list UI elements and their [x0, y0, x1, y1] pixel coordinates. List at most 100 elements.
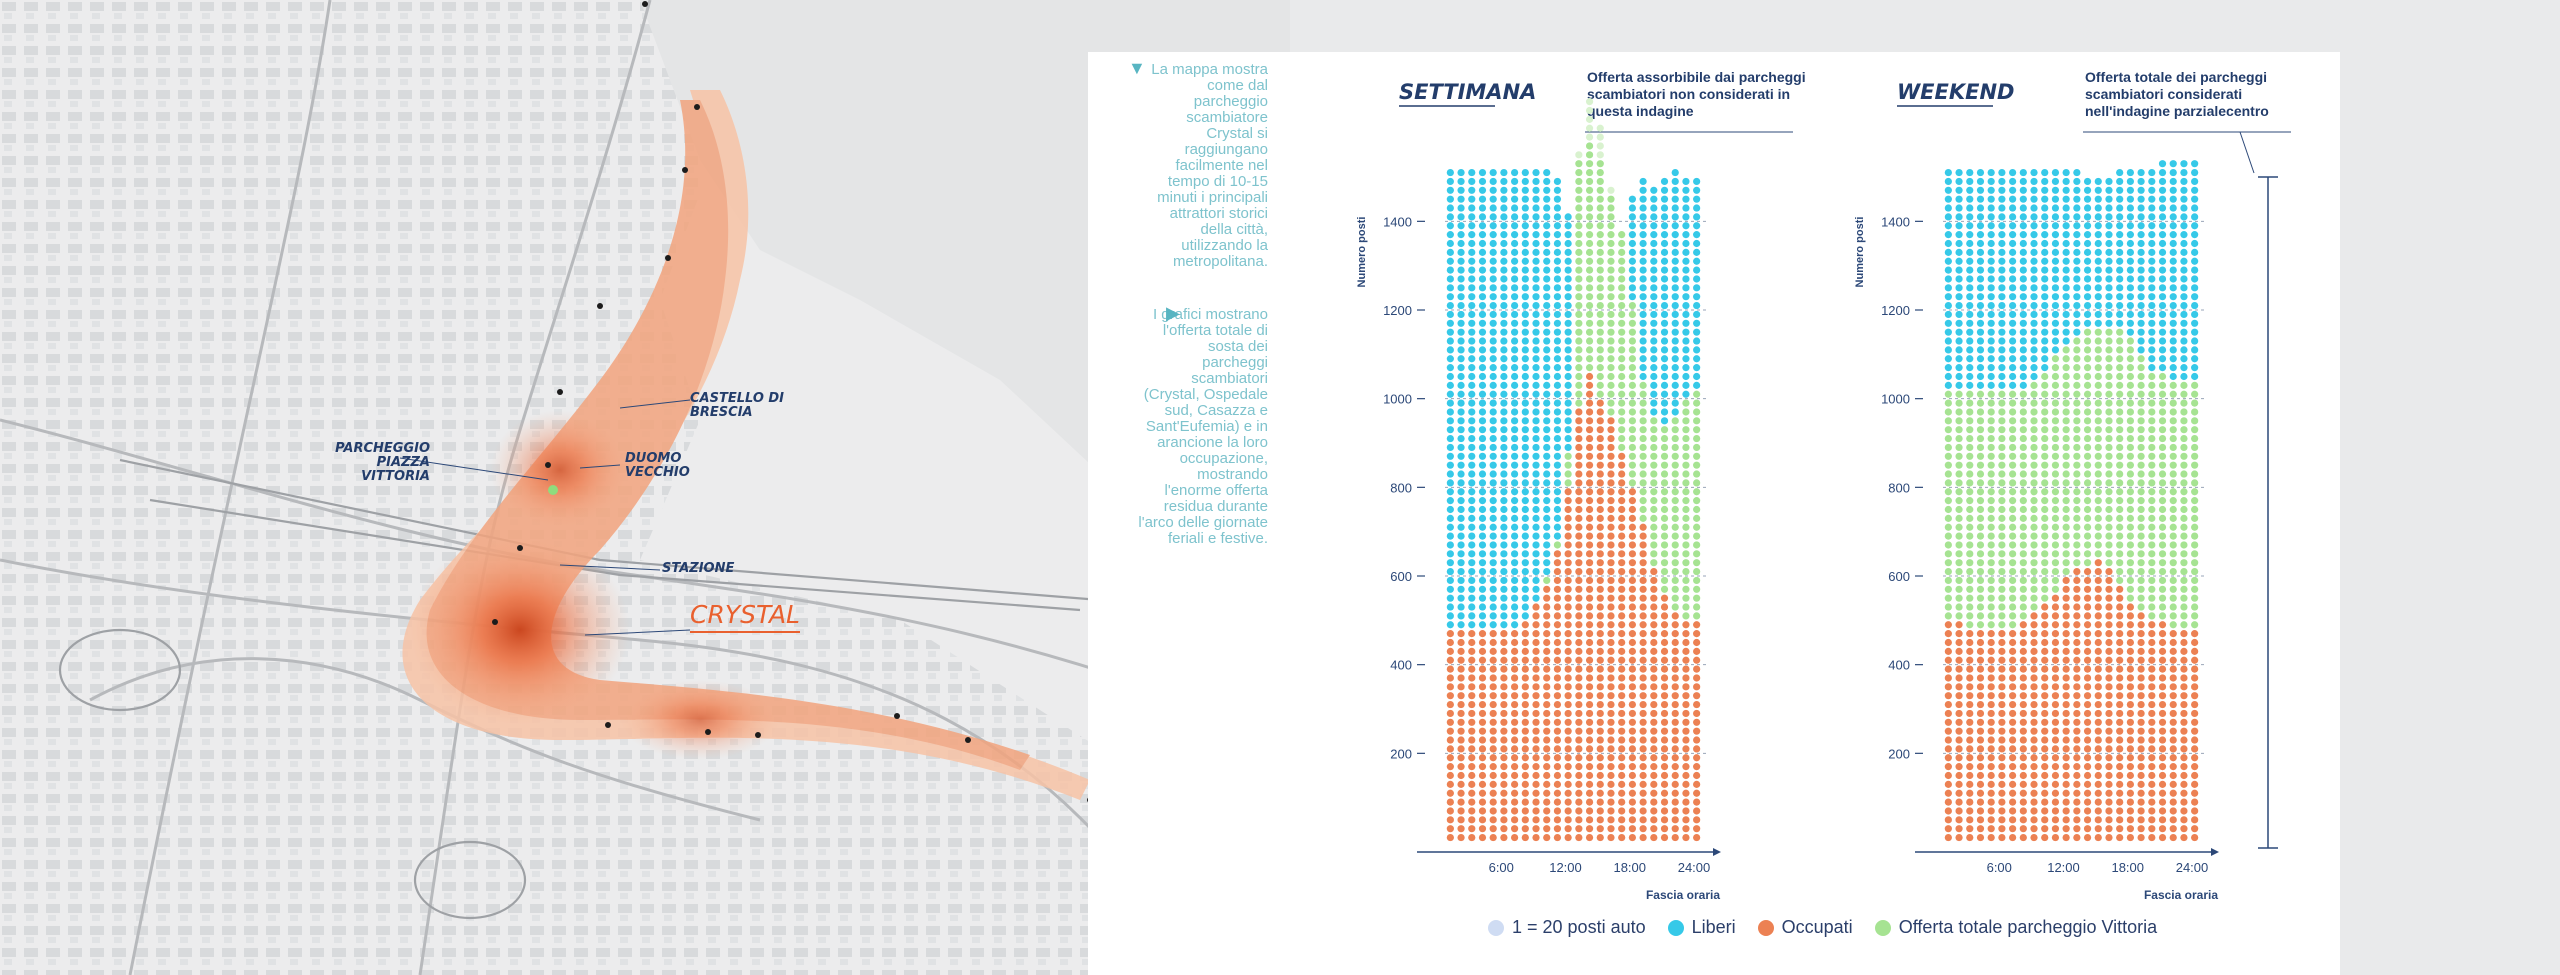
c1-dot-occupati [1944, 825, 1952, 833]
c0-dot-liberi [1478, 461, 1487, 469]
c0-dot-liberi [1650, 381, 1658, 389]
c1-dot-liberi [2051, 257, 2060, 265]
c0-dot-offerta-totale-parcheggio-vittoria [1596, 337, 1604, 345]
c1-dot-liberi [1955, 213, 1963, 221]
c0-dot-liberi [1553, 523, 1562, 531]
c0-dot-occupati [1650, 674, 1658, 682]
map-note-text: La mappa mostra come dal parcheggio scam… [1151, 61, 1268, 270]
c0-dot-offerta-totale-parcheggio-vittoria [1628, 310, 1636, 319]
c1-dot-liberi [2158, 337, 2167, 345]
c0-dot-occupati [1650, 621, 1658, 629]
c1-dot-occupati [2094, 736, 2102, 744]
c1-dot-liberi [2041, 293, 2049, 301]
c1-dot-occupati [2116, 745, 2124, 753]
c0-dot-offerta-totale-parcheggio-vittoria [1596, 310, 1604, 319]
c1-dot-offerta-totale-parcheggio-vittoria [1966, 399, 1974, 407]
c0-dot-occupati [1543, 709, 1551, 718]
c1-dot-offerta-totale-parcheggio-vittoria [2083, 408, 2092, 416]
c1-dot-offerta-totale-parcheggio-vittoria [2094, 550, 2102, 558]
c1-dot-occupati [2116, 594, 2124, 602]
c0-dot-offerta-totale-parcheggio-vittoria [1639, 399, 1647, 407]
c0-dot-liberi [1468, 523, 1476, 531]
c1-dot-offerta-totale-parcheggio-vittoria [2105, 328, 2113, 336]
c0-dot-occupati [1596, 807, 1604, 815]
c1-dot-occupati [2030, 833, 2038, 842]
c1-dot-offerta-totale-parcheggio-vittoria [1955, 479, 1963, 487]
c1-dot-liberi [1976, 372, 1985, 381]
c1-dot-liberi [2041, 177, 2049, 186]
c1-dot-occupati [1998, 771, 2006, 780]
c1-dot-offerta-totale-parcheggio-vittoria [2041, 585, 2049, 593]
c0-dot-occupati [1628, 621, 1636, 629]
c0-dot-occupati [1457, 736, 1465, 744]
c0-dot-occupati [1478, 798, 1487, 806]
c1-dot-offerta-totale-parcheggio-vittoria [2009, 479, 2017, 487]
c0-dot-liberi [1693, 257, 1701, 265]
c0-dot-liberi [1682, 390, 1690, 398]
c1-dot-occupati [2158, 807, 2167, 815]
c1-dot-occupati [2051, 692, 2060, 700]
c1-dot-offerta-totale-parcheggio-vittoria [2041, 479, 2049, 487]
c0-dot-occupati [1575, 745, 1583, 753]
c0-dot-liberi [1553, 355, 1562, 363]
c0-dot-liberi [1532, 364, 1540, 372]
c1-dot-occupati [1966, 727, 1974, 735]
c1-ytick: 400 [1888, 658, 1910, 673]
c1-dot-occupati [2062, 745, 2070, 753]
c1-dot-liberi [1976, 293, 1985, 301]
legend-vittoria-swatch [1874, 919, 1891, 936]
c1-dot-occupati [2019, 763, 2027, 771]
c1-dot-occupati [2073, 638, 2081, 647]
c1-dot-occupati [2148, 647, 2156, 655]
c1-dot-occupati [2126, 798, 2134, 806]
c1-dot-liberi [2116, 213, 2124, 221]
c1-dot-liberi [2094, 186, 2102, 194]
c1-dot-liberi [2094, 275, 2102, 283]
c0-dot-occupati [1650, 594, 1658, 602]
c0-dot-liberi [1500, 399, 1508, 407]
c1-dot-occupati [2169, 718, 2177, 726]
c1-dot-occupati [2094, 612, 2102, 620]
c1-dot-offerta-totale-parcheggio-vittoria [1955, 594, 1963, 602]
c1-dot-offerta-totale-parcheggio-vittoria [2169, 541, 2177, 549]
c1-xtick: 18:00 [2111, 860, 2144, 875]
c1-dot-occupati [2180, 630, 2188, 638]
c1-dot-offerta-totale-parcheggio-vittoria [2030, 434, 2038, 443]
c0-dot-occupati [1564, 532, 1572, 540]
c1-dot-occupati [2051, 825, 2060, 833]
c1-dot-occupati [2191, 727, 2199, 735]
c1-dot-occupati [1944, 789, 1952, 797]
c1-dot-occupati [2180, 833, 2188, 842]
c0-dot-liberi [1660, 222, 1669, 230]
c0-dot-liberi [1478, 621, 1487, 629]
c0-dot-liberi [1532, 372, 1540, 381]
c1-dot-offerta-totale-parcheggio-vittoria [2009, 505, 2017, 514]
c0-dot-occupati [1564, 514, 1572, 522]
c1-dot-occupati [1955, 816, 1963, 824]
c0-dot-offerta-totale-parcheggio-vittoria [1596, 381, 1604, 389]
c0-dot-offerta-totale-parcheggio-vittoria [1618, 284, 1626, 292]
c0-dot-liberi [1532, 319, 1540, 327]
c1-dot-occupati [2030, 674, 2038, 682]
c1-dot-offerta-totale-parcheggio-vittoria [1955, 514, 1963, 522]
c1-dot-occupati [2073, 745, 2081, 753]
c1-dot-offerta-totale-parcheggio-vittoria [2137, 541, 2145, 549]
c1-dot-occupati [2116, 700, 2124, 709]
c1-dot-occupati [1966, 763, 1974, 771]
c1-dot-offerta-totale-parcheggio-vittoria [1998, 497, 2006, 505]
c1-dot-occupati [1955, 763, 1963, 771]
c1-dot-offerta-totale-parcheggio-vittoria [2137, 505, 2145, 514]
c1-dot-occupati [2041, 763, 2049, 771]
c0-dot-occupati [1628, 497, 1636, 505]
c0-dot-liberi [1489, 337, 1497, 345]
c1-dot-liberi [2073, 195, 2081, 203]
c0-dot-liberi [1500, 434, 1508, 443]
c0-dot-liberi [1457, 381, 1465, 389]
c0-dot-liberi [1489, 408, 1497, 416]
c1-dot-liberi [2030, 231, 2038, 239]
c1-dot-liberi [2105, 248, 2113, 256]
c0-dot-occupati [1585, 807, 1594, 815]
c0-dot-liberi [1457, 248, 1465, 256]
c0-dot-occupati [1607, 780, 1615, 788]
c1-dot-occupati [1955, 771, 1963, 780]
